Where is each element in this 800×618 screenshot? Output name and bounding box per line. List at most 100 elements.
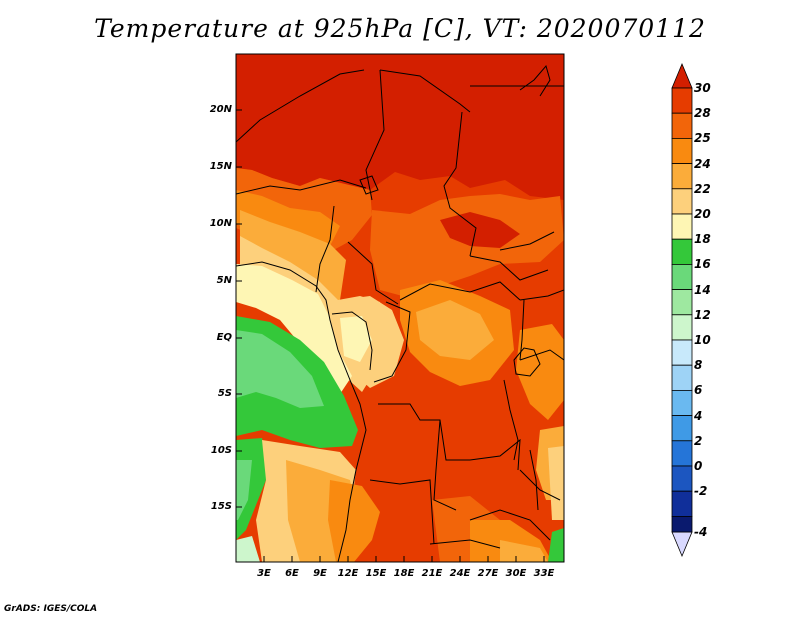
field-14-16-south	[236, 460, 252, 520]
field-12-14-corner	[236, 536, 260, 562]
colorbar-box-12	[671, 314, 693, 341]
field-20-22-east	[548, 446, 564, 520]
border-zimbabwe	[469, 509, 551, 541]
field-22-24-sahel	[240, 210, 346, 300]
colorbar-label-m4: -4	[694, 525, 708, 539]
colorbar-label-25: 25	[694, 131, 711, 145]
colorbar-box-20	[671, 213, 693, 240]
colorbar-label-m2: -2	[694, 484, 708, 498]
field-30-up-central	[440, 212, 520, 248]
country-borders	[236, 64, 564, 562]
border-congo-drc	[373, 301, 411, 383]
border-tanzania	[519, 349, 564, 361]
field-18-20-gabon	[340, 316, 372, 362]
colorbar-box-25	[671, 137, 693, 164]
colorbar-box-16	[671, 263, 693, 290]
border-ssudan	[469, 255, 549, 281]
colorbar-box-8	[671, 364, 693, 391]
border-cameroon-car	[347, 241, 399, 305]
lon-label-3e: 3E	[257, 568, 271, 579]
lat-label-20n: 20N	[209, 104, 232, 115]
field-25-28-central	[370, 194, 564, 298]
lon-label-6e: 6E	[285, 568, 299, 579]
colorbar-label-20: 20	[694, 207, 711, 221]
colorbar-box-28	[671, 112, 693, 139]
colorbar-label-28: 28	[694, 106, 711, 120]
lon-label-18e: 18E	[393, 568, 415, 579]
field-14-16-ocean	[236, 330, 324, 408]
border-zambia-angola	[433, 419, 457, 511]
border-chad-sudan	[443, 111, 477, 257]
colorbar-box-14	[671, 289, 693, 316]
coastline-westafrica	[236, 261, 367, 562]
lat-label-15n: 15N	[209, 161, 232, 172]
border-angola-namibia	[369, 479, 435, 545]
border-nigeria-cameroon	[315, 205, 335, 293]
border-kenya	[519, 289, 564, 301]
lat-label-5n: 5N	[216, 275, 232, 286]
lon-label-27e: 27E	[477, 568, 499, 579]
lake-tanganyika	[503, 379, 519, 461]
field-22-24-se	[500, 540, 548, 562]
colorbar-label-4: 4	[694, 409, 703, 423]
lat-label-eq: EQ	[216, 332, 232, 343]
lon-label-21e: 21E	[421, 568, 443, 579]
border-zambia-drc	[469, 438, 521, 471]
colorbar-label-12: 12	[694, 308, 711, 322]
footer-credit: GrADS: IGES/COLA	[4, 604, 98, 614]
border-botswana	[429, 539, 501, 549]
colorbar-label-30: 30	[694, 81, 711, 95]
colorbar-label-0: 0	[694, 459, 703, 473]
colorbar-top-arrow	[671, 62, 693, 89]
colorbar	[671, 62, 693, 558]
colorbar-label-6: 6	[694, 383, 703, 397]
field-24-25-east	[516, 324, 564, 420]
field-24-25-sw	[328, 480, 380, 562]
lat-label-15s: 15S	[210, 501, 232, 512]
colorbar-label-10: 10	[694, 333, 711, 347]
border-drc-angola	[378, 403, 470, 461]
lake-victoria	[513, 347, 541, 377]
lon-label-33e: 33E	[533, 568, 555, 579]
field-16-18-se	[548, 528, 564, 562]
lon-label-12e: 12E	[337, 568, 359, 579]
coastline-redsea	[519, 64, 551, 97]
colorbar-box-4	[671, 415, 693, 442]
colorbar-box-24	[671, 163, 693, 190]
map-frame	[235, 53, 565, 563]
colorbar-box-m4	[671, 516, 693, 533]
lon-ticks	[263, 556, 545, 562]
border-drc-uganda	[519, 299, 525, 361]
colorbar-box-m2	[671, 490, 693, 517]
colorbar-box-2	[671, 440, 693, 467]
colorbar-label-24: 24	[694, 157, 711, 171]
colorbar-label-22: 22	[694, 182, 711, 196]
colorbar-box-18	[671, 238, 693, 265]
lon-label-30e: 30E	[505, 568, 527, 579]
colorbar-bottom-arrow	[671, 531, 693, 558]
map-title: Temperature at 925hPa [C], VT: 202007011…	[94, 14, 706, 43]
lat-label-10s: 10S	[210, 445, 232, 456]
colorbar-label-16: 16	[694, 257, 711, 271]
colorbar-box-6	[671, 389, 693, 416]
border-nigeria-niger	[236, 179, 367, 195]
lake-chad	[359, 175, 379, 195]
lon-label-24e: 24E	[449, 568, 471, 579]
field-22-24-congo	[416, 300, 494, 360]
lon-label-15e: 15E	[365, 568, 387, 579]
lake-malawi	[529, 449, 539, 511]
lon-label-9e: 9E	[313, 568, 327, 579]
colorbar-box-0	[671, 465, 693, 492]
colorbar-label-18: 18	[694, 232, 711, 246]
colorbar-box-22	[671, 188, 693, 215]
field-above-30-north	[236, 54, 564, 200]
lat-label-10n: 10N	[209, 218, 232, 229]
border-sudan-ethiopia	[499, 231, 555, 251]
border-chad-libya	[379, 69, 471, 113]
border-niger-chad	[365, 69, 385, 201]
border-car-drc	[399, 281, 521, 301]
border-niger-algeria	[236, 69, 365, 143]
colorbar-label-14: 14	[694, 283, 711, 297]
border-gabon-congo	[331, 311, 373, 371]
